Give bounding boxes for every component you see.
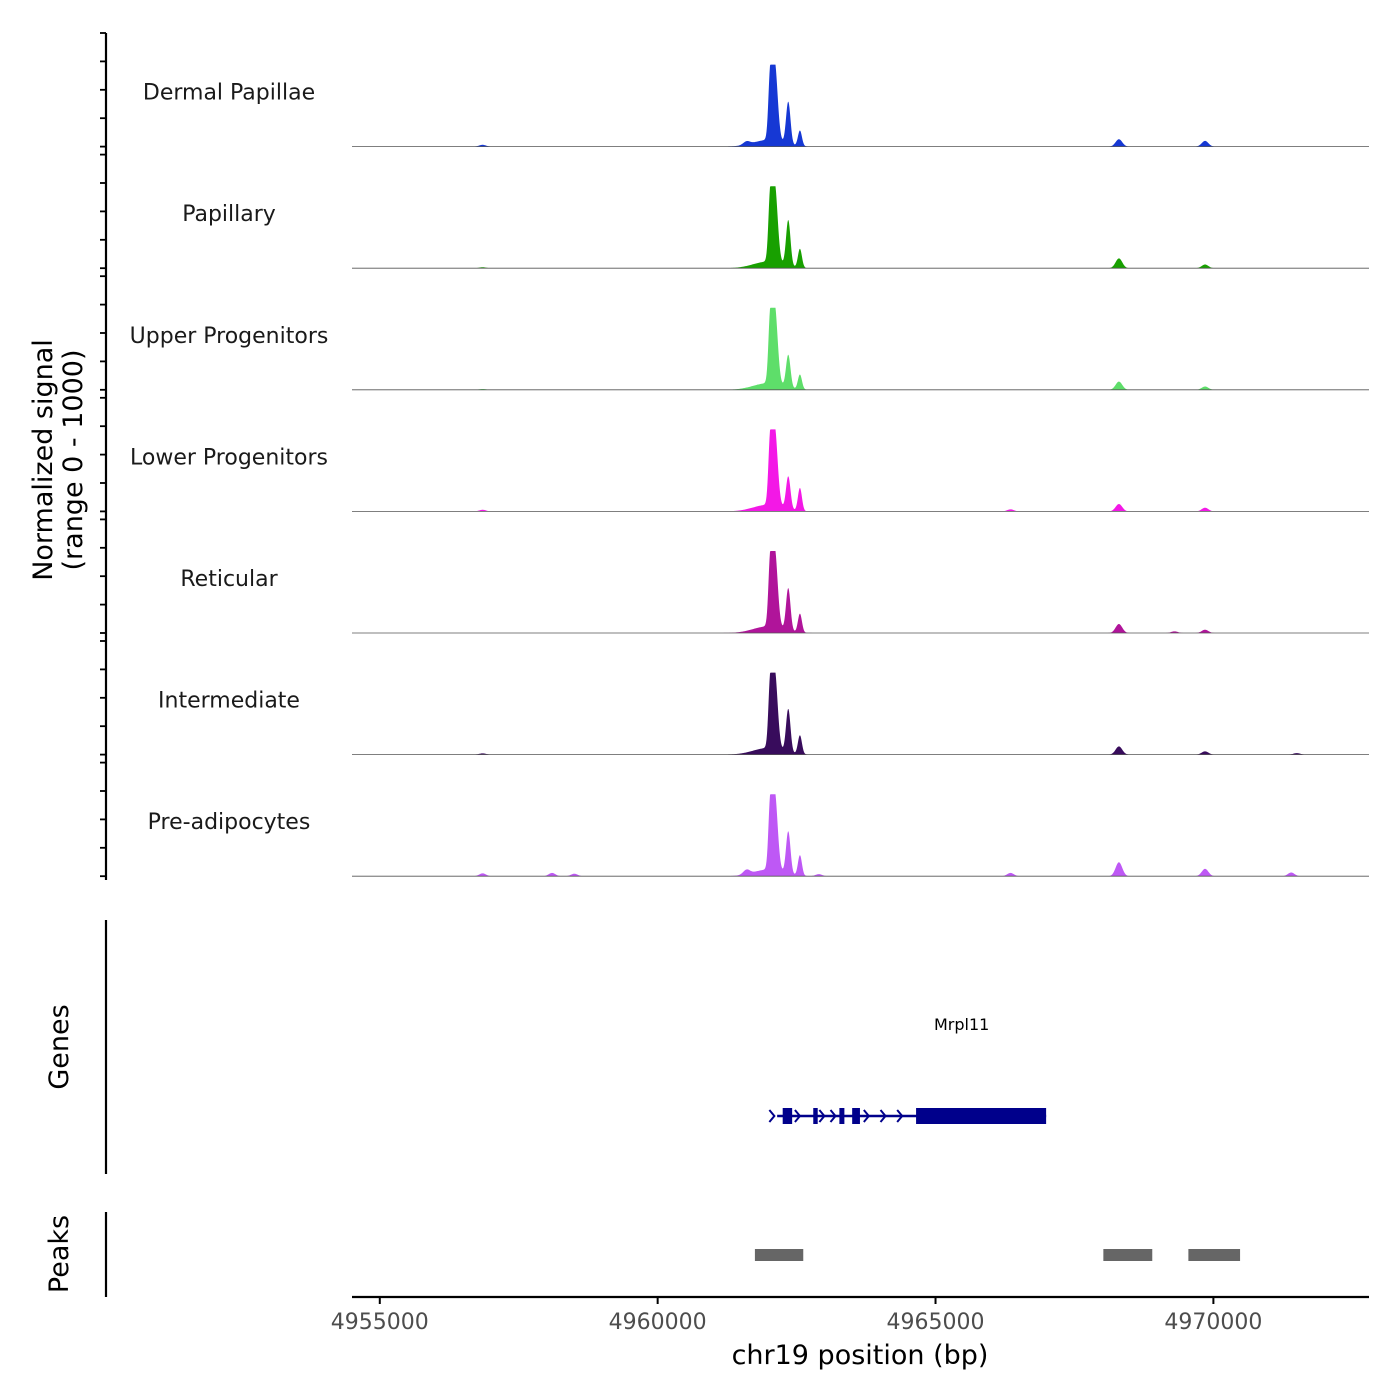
track-label: Intermediate [158,689,300,714]
signal-area [352,186,1369,269]
gene-name-label: Mrpl11 [934,1015,989,1034]
x-tick-label: 4960000 [609,1310,707,1335]
x-axis-title: chr19 position (bp) [732,1340,989,1371]
track-intermediate: Intermediate [158,672,1369,755]
signal-area [352,64,1369,147]
track-papillary: Papillary [182,186,1369,269]
gene-mrpl11: Mrpl11 [768,1015,1047,1124]
peak-region [754,1249,804,1261]
strand-arrow-icon [768,1109,776,1123]
signal-area [352,307,1369,390]
strand-arrow-icon [896,1109,904,1123]
gene-track: Mrpl11 [104,920,1047,1174]
signal-area [352,551,1369,633]
track-label: Upper Progenitors [130,324,329,349]
signal-tracks: Dermal Papillae Papillary Upper Progenitor… [130,64,1369,877]
peak-track [104,1212,1241,1297]
genes-panel-title: Genes [44,1004,75,1089]
track-upper-progenitors: Upper Progenitors [130,307,1369,391]
track-label: Dermal Papillae [143,81,315,106]
gene-exon [813,1108,818,1124]
peak-region [1103,1249,1153,1261]
track-pre-adipocytes: Pre-adipocytes [148,794,1369,877]
track-label: Pre-adipocytes [148,810,311,835]
strand-arrow-icon [829,1109,837,1123]
gene-exon [839,1108,845,1124]
strand-arrow-icon [818,1109,826,1123]
track-lower-progenitors: Lower Progenitors [130,429,1369,512]
gene-exon [916,1108,1047,1124]
track-reticular: Reticular [180,551,1369,634]
strand-arrow-icon [879,1109,887,1123]
gene-exon [782,1108,793,1124]
track-label: Lower Progenitors [130,445,328,470]
signal-area [352,429,1369,512]
track-label: Reticular [180,567,278,592]
strand-arrow-icon [794,1109,802,1123]
track-dermal-papillae: Dermal Papillae [143,64,1369,148]
peaks-panel-title: Peaks [44,1215,75,1293]
y-axis-title-line-2: (range 0 - 1000) [58,350,89,571]
strand-arrow-icon [863,1109,871,1123]
signal-area [352,794,1369,877]
x-axis: 4955000 4960000 4965000 4970000 [331,1295,1369,1335]
x-tick-label: 4970000 [1164,1310,1262,1335]
x-tick-label: 4955000 [331,1310,429,1335]
gene-exon [852,1108,860,1124]
signal-y-axis [100,32,108,880]
track-label: Papillary [182,202,276,227]
peak-region [1188,1249,1241,1261]
x-tick-label: 4965000 [887,1310,985,1335]
y-axis-title-line-1: Normalized signal [28,339,59,581]
signal-area [352,672,1369,755]
